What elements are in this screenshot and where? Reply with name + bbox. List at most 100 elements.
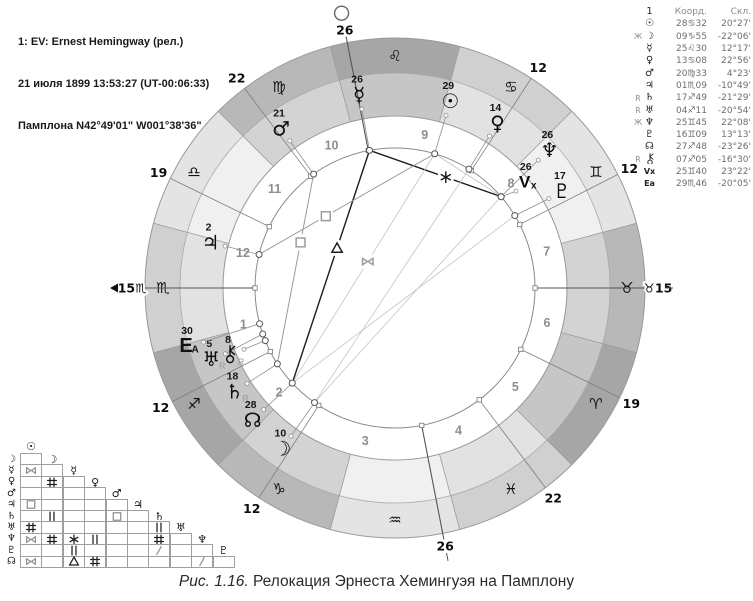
sextile-aspect-icon: [437, 168, 455, 186]
col-decl: Скл.: [730, 7, 751, 18]
bowtie-aspect-icon: [359, 253, 377, 270]
aspect-circle: [254, 147, 536, 429]
aspect-cell-node-neptune: [191, 555, 214, 568]
declination-value: -22°06': [717, 31, 751, 42]
position-row-jupiter: ♃ 01♏09 -10°49': [633, 80, 751, 92]
sign-band-pisces: [439, 409, 548, 496]
parallel-aspect-icon: [49, 511, 55, 522]
sign-sector-leo: [330, 38, 460, 81]
neptune-row-label: ♆: [7, 533, 16, 545]
aspect-line-mercury-neptune: [369, 149, 502, 198]
bowtie-aspect-icon: [25, 535, 37, 543]
declination-value: -16°30': [717, 154, 751, 165]
planet-degree-neptune: 26: [542, 129, 554, 141]
slash-aspect-icon: [199, 557, 206, 567]
mc-circle-icon: [333, 5, 350, 21]
planet-anchor-saturn: [273, 360, 281, 368]
planet-anchor-uranus: [259, 330, 267, 338]
sign-band-sagittarius: [187, 332, 274, 441]
mercury-row-label: ☿: [8, 465, 15, 477]
position-row-vertex: Vx 25♊40 23°22': [633, 166, 751, 178]
position-row-mars: ♂ 20♍33 4°23': [633, 67, 751, 79]
planet-degree-pluto: 17: [554, 170, 566, 182]
hash-aspect-icon: [154, 533, 165, 545]
coordinate-value: 25♊40: [676, 167, 707, 177]
coordinate-value: 25♊45: [676, 117, 707, 128]
sign-glyph-leo: ♌: [388, 47, 401, 65]
cusp-line-h11: [244, 88, 312, 177]
house-number-12: 12: [236, 246, 250, 260]
cusp-label-h12: 19: [150, 165, 167, 180]
parallel-aspect-icon: [92, 533, 98, 545]
bowtie-aspect-icon: [25, 557, 37, 566]
sign-band-aquarius: [339, 454, 451, 503]
planet-anchor-sun: [431, 150, 439, 158]
dignity-retro-marker: Ж: [633, 32, 643, 42]
dignity-retro-marker: R: [635, 93, 641, 103]
figure-caption: Рис. 1.16. Релокация Эрнеста Хемингуэя н…: [0, 573, 753, 591]
dignity-retro-marker: Ж: [633, 118, 643, 128]
aspect-line-moon-neptune: [314, 196, 502, 403]
retrograde-marker: R: [219, 361, 226, 371]
house-number-3: 3: [362, 434, 369, 448]
sign-glyph-aquarius: ♒: [388, 511, 401, 529]
sign-sector-capricorn: [218, 440, 340, 530]
hash-aspect-icon: [25, 522, 37, 533]
chiron-icon: [646, 153, 653, 166]
planet-degree-jupiter: 2: [206, 222, 212, 234]
cusp-label-h7: ♉15: [644, 281, 673, 296]
sign-sector-cancer: [450, 46, 572, 136]
trine-aspect-icon: [68, 556, 80, 566]
cusp-line-h5: [478, 399, 546, 488]
position-row-moon: Ж ☽ 09♑55 -22°06': [633, 31, 751, 43]
position-row-mercury: ☿ 25♌30 12°17': [633, 43, 751, 55]
sign-sector-aries: [547, 343, 637, 465]
declination-value: 20°27': [721, 19, 751, 30]
parallel-aspect-icon: [156, 522, 162, 533]
position-row-node: ☊ 27♐48 -23°26': [633, 141, 751, 153]
house-number-1: 1: [240, 317, 247, 331]
coordinate-value: 04♐11: [676, 105, 707, 116]
position-row-chiron: R 07♐05 -16°30': [633, 153, 751, 166]
uranus-row-label: ♅: [7, 522, 16, 534]
square-aspect-icon: [112, 511, 121, 521]
pluto-icon: ♇: [553, 179, 571, 203]
col-num: 1: [646, 6, 653, 18]
parallel-aspect-icon: [71, 545, 77, 556]
venus-icon: ♀: [91, 475, 100, 489]
chiron-icon: [225, 345, 236, 364]
planet-anchor-east: [256, 320, 264, 328]
cusp-label-h11: 22: [228, 70, 245, 85]
jupiter-icon: ♃: [202, 231, 220, 255]
aspect-cell-node-saturn: [148, 555, 171, 568]
aspect-cell-node-jupiter: [127, 555, 149, 568]
square-aspect-icon: [317, 207, 335, 225]
aspect-line-mars-saturn: [276, 174, 315, 364]
coordinate-value: 16♊09: [676, 130, 707, 141]
jupiter-icon: ♃: [133, 498, 143, 512]
sign-glyph-virgo: ♍: [272, 78, 285, 96]
planet-anchor-node: [288, 379, 296, 387]
slash-aspect-icon: [199, 557, 206, 567]
square-aspect-icon: [112, 511, 121, 521]
bowtie-aspect-icon: [25, 535, 37, 543]
position-row-sun: ☉ 28♋32 20°27': [633, 18, 751, 30]
sign-band-libra: [187, 135, 274, 244]
planet-degree-east: 30: [181, 325, 193, 337]
mars-icon: ♂: [111, 486, 122, 500]
hash-aspect-icon: [47, 476, 58, 488]
planet-anchor-mars: [310, 170, 318, 178]
sextile-aspect-icon: [69, 533, 79, 545]
cusp-line-h3: [258, 405, 320, 498]
vertex-icon: V: [519, 172, 531, 191]
mercury-icon: ☿: [353, 82, 365, 106]
sign-glyph-pisces: ♓: [504, 480, 517, 498]
retrograde-marker: R: [238, 357, 245, 367]
planet-degree-node: 28: [245, 399, 257, 411]
planet-degree-mercury: 26: [351, 73, 363, 85]
venus-row-label: ♀: [7, 476, 16, 488]
sign-sector-libra: [153, 111, 243, 233]
uranus-icon: ♅: [645, 104, 654, 116]
svg-text:x: x: [531, 180, 537, 191]
mercury-icon: ☿: [646, 43, 653, 55]
